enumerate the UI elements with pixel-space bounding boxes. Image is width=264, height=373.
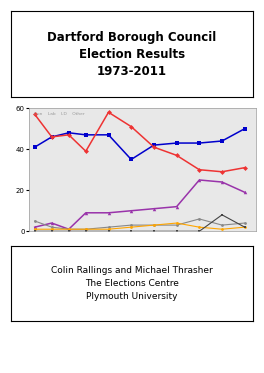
Text: Colin Rallings and Michael Thrasher
The Elections Centre
Plymouth University: Colin Rallings and Michael Thrasher The … — [51, 266, 213, 301]
Text: Dartford Borough Council
Election Results
1973-2011: Dartford Borough Council Election Result… — [47, 31, 217, 78]
Text: Con    Lab    LD    Other: Con Lab LD Other — [34, 112, 84, 116]
